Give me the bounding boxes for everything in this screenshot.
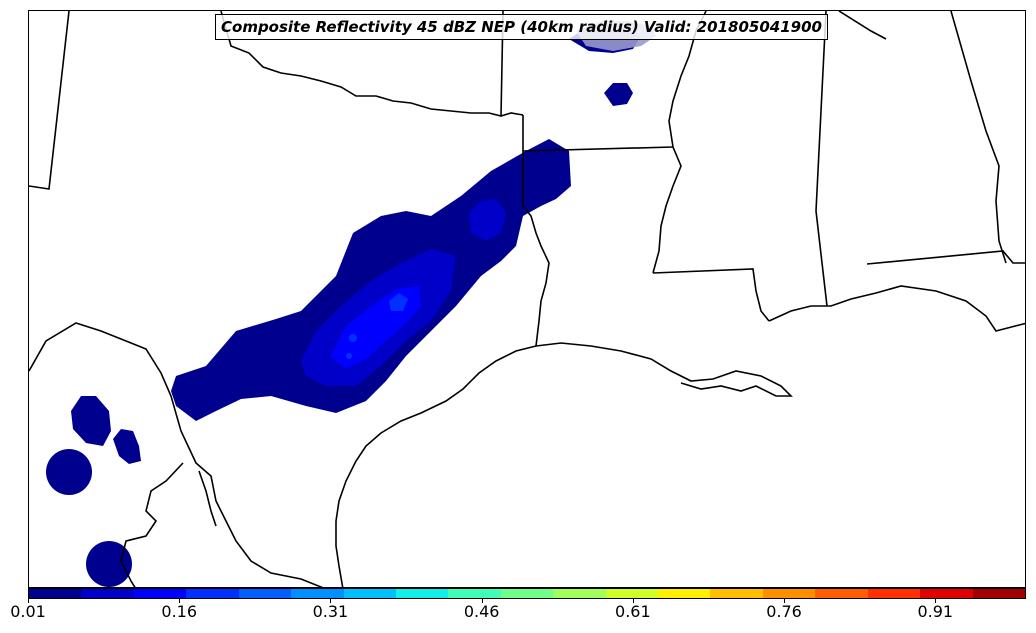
colorbar-segment [553,589,606,598]
mississippi-river [652,11,707,274]
gulf-coast-east [768,285,1025,332]
colorbar-tick-label: 0.31 [312,602,349,621]
colorbar-segment [605,589,659,598]
louisiana-mississippi-boundary [652,268,770,322]
alabama-georgia-boundary [950,11,1007,264]
map-canvas [29,11,1025,587]
state-boundary-nw [29,11,70,190]
colorbar-segment [81,589,134,598]
prob-field-west-4 [86,541,132,587]
arkansas-louisiana-boundary [522,146,674,152]
colorbar-segment [238,589,292,598]
colorbar-tick-mark [28,599,29,603]
colorbar-segment [448,589,501,598]
colorbar-segment [762,589,816,598]
colorbar-segment [133,589,187,598]
mexico-state-line-1 [120,462,184,587]
colorbar-segment [815,589,868,598]
prob-field-level-4 [389,293,408,311]
red-river-boundary [220,11,524,117]
prob-field-north-1 [604,83,633,106]
map-title: Composite Reflectivity 45 dBZ NEP (40km … [215,14,828,40]
colorbar-segment [291,589,344,598]
colorbar-tick-label: 0.16 [161,602,198,621]
colorbar-ticks: 0.01 0.16 0.31 0.46 0.61 0.76 0.91 [10,599,1026,629]
mexico-state-line-2 [198,470,217,527]
louisiana-coast [535,342,793,397]
boundaries [29,11,1025,587]
colorbar-segment [867,589,921,598]
colorbar [28,588,1026,599]
florida-panhandle-boundary [866,250,1025,265]
prob-field-west-2 [113,429,141,464]
colorbar-segment [500,589,554,598]
prob-field-cell-2 [346,353,352,359]
colorbar-tick-mark [179,599,181,603]
colorbar-segment [972,589,1026,598]
colorbar-segment [186,589,239,598]
prob-field-west-1 [71,396,111,446]
colorbar-tick-mark [481,599,483,603]
mexico-border [29,322,324,587]
tennessee-boundary [838,11,887,40]
colorbar-tick-mark [935,599,937,603]
colorbar-tick-label: 0.91 [917,602,954,621]
colorbar-tick-label: 0.76 [766,602,802,621]
colorbar-segment [395,589,449,598]
prob-field-west-3 [46,449,92,495]
colorbar-segment [29,589,82,598]
prob-field-level-2b [469,199,506,241]
mississippi-alabama-boundary [815,11,828,307]
colorbar-tick-label: 0.01 [10,602,46,621]
prob-field-cell-1 [349,334,357,342]
colorbar-segment [920,589,973,598]
colorbar-segment [343,589,396,598]
colorbar-segment [658,589,711,598]
texas-louisiana-boundary [522,115,550,347]
colorbar-tick-mark [784,599,786,603]
prob-field-level-1 [171,139,571,421]
colorbar-tick-label: 0.46 [463,602,500,621]
colorbar-tick-label: 0.61 [615,602,651,621]
colorbar-tick-mark [632,599,634,603]
colorbar-segment [710,589,763,598]
map-panel [28,10,1026,588]
colorbar-tick-mark [330,599,332,603]
texas-coast [335,345,537,587]
probability-fields [46,21,656,587]
